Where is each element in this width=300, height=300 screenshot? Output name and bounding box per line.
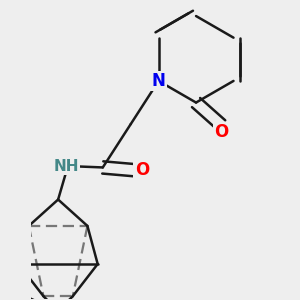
Text: O: O bbox=[214, 123, 228, 141]
Text: O: O bbox=[135, 161, 149, 179]
Text: NH: NH bbox=[54, 158, 79, 173]
Text: N: N bbox=[152, 72, 166, 90]
